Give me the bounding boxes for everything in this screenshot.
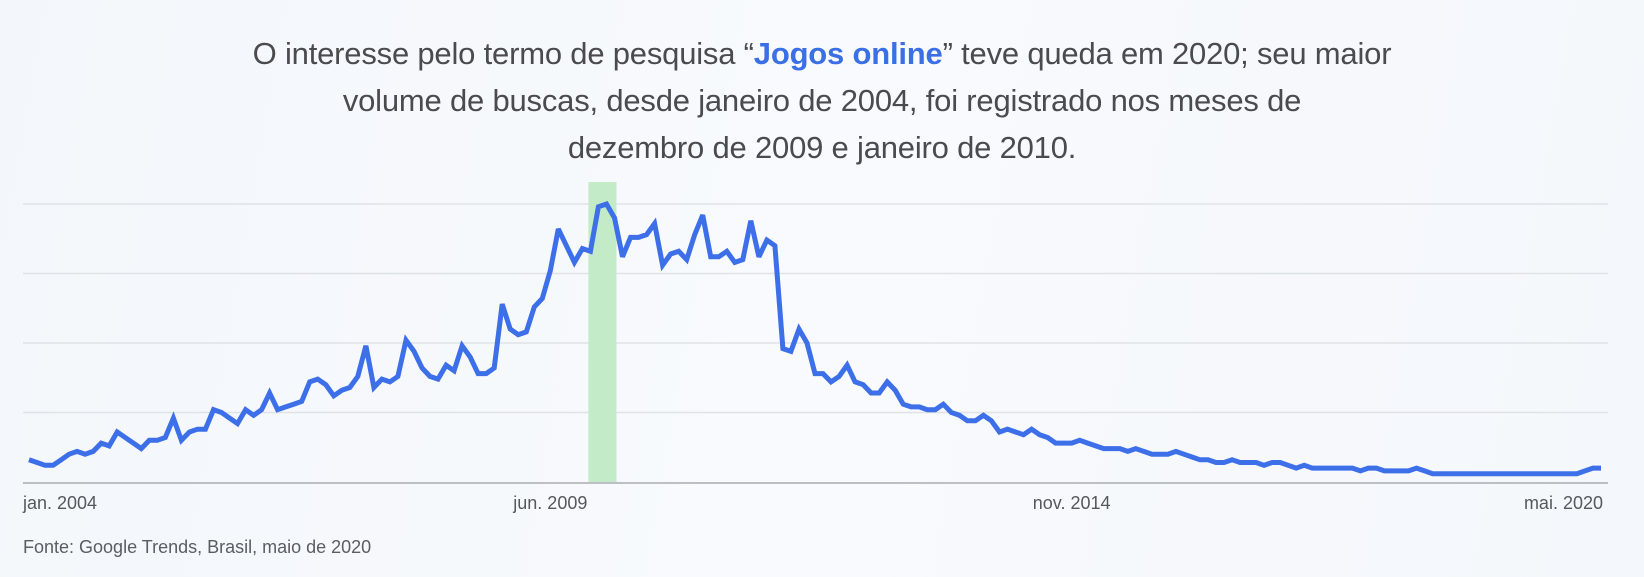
title-text: ” teve queda em 2020; seu maior	[942, 36, 1392, 71]
series-line	[28, 200, 1602, 477]
gridlines	[23, 203, 1608, 414]
title-line-3: dezembro de 2009 e janeiro de 2010.	[567, 130, 1077, 165]
source-note: Fonte: Google Trends, Brasil, maio de 20…	[23, 537, 372, 557]
title-text: O interesse pelo termo de pesquisa “	[252, 36, 754, 71]
x-tick-label: mai. 2020	[1524, 493, 1603, 513]
trend-line	[28, 200, 1601, 477]
x-tick-label: jun. 2009	[512, 493, 587, 513]
title-line-1: O interesse pelo termo de pesquisa “Jogo…	[0, 30, 1644, 77]
search-term: Jogos online	[753, 36, 943, 71]
x-tick-labels: jan. 2004 jun. 2009 nov. 2014 mai. 2020	[22, 493, 1603, 513]
title-line-2: volume de buscas, desde janeiro de 2004,…	[342, 83, 1302, 118]
x-tick-label: jan. 2004	[22, 493, 97, 513]
x-tick-label: nov. 2014	[1033, 493, 1111, 513]
chart-title: O interesse pelo termo de pesquisa “Jogo…	[0, 30, 1644, 171]
